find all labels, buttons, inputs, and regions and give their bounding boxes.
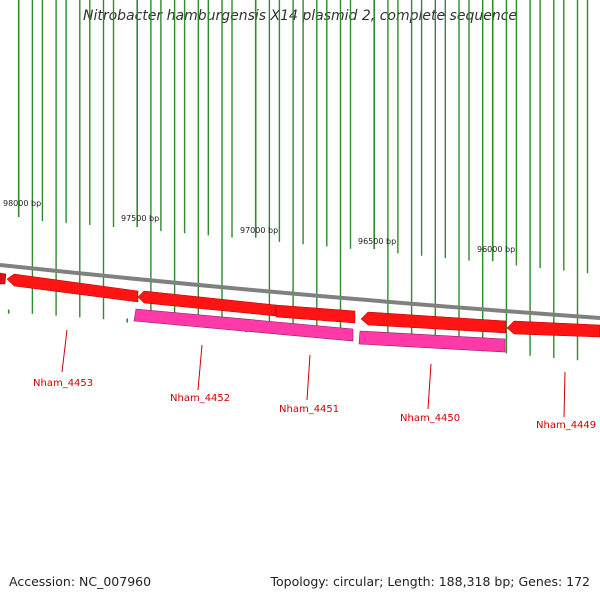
- topology-summary: Topology: circular; Length: 188,318 bp; …: [270, 574, 591, 589]
- accession-label: Accession: NC_007960: [9, 574, 152, 589]
- scale-label-97000: 97000 bp: [240, 226, 278, 235]
- gene-label-nham-4451[interactable]: Nham_4451: [279, 404, 339, 415]
- map-title: Nitrobacter hamburgensis X14 plasmid 2, …: [82, 8, 518, 24]
- gene-label-nham-4449[interactable]: Nham_4449: [536, 420, 596, 431]
- gene-arrow-nham-4453[interactable]: [6, 273, 139, 303]
- gene-label-nham-4452[interactable]: Nham_4452: [170, 393, 230, 404]
- gene-arrow-nham-4454[interactable]: [0, 272, 7, 285]
- scale-labels: 98000 bp 97500 bp 97000 bp 96500 bp 9600…: [3, 199, 515, 254]
- gene-labels: Nham_4453 Nham_4452 Nham_4451 Nham_4450 …: [33, 378, 596, 431]
- gene-arrow-nham-4452[interactable]: [133, 308, 354, 342]
- gene-arrow-nham-4450[interactable]: [358, 330, 506, 353]
- scale-label-96000: 96000 bp: [477, 245, 515, 254]
- gene-arrows: [0, 272, 600, 353]
- gene-label-nham-4453[interactable]: Nham_4453: [33, 378, 93, 389]
- gene-label-lines: [61, 329, 566, 418]
- gene-arrow-nham-4451b[interactable]: [275, 304, 356, 324]
- plasmid-backbone: [0, 263, 600, 320]
- tick-marks: [7, 0, 589, 361]
- scale-label-98000: 98000 bp: [3, 199, 41, 208]
- gene-arrow-nham-4450-fwd[interactable]: [360, 311, 507, 334]
- gene-arrow-nham-4449[interactable]: [506, 320, 600, 338]
- gene-label-nham-4450[interactable]: Nham_4450: [400, 413, 460, 424]
- scale-label-96500: 96500 bp: [358, 237, 396, 246]
- scale-label-97500: 97500 bp: [121, 214, 159, 223]
